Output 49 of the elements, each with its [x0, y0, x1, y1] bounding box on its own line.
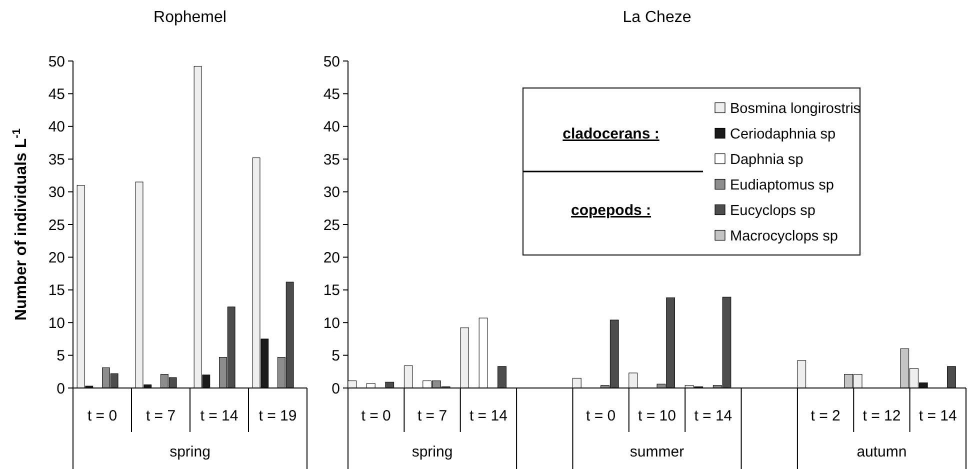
- y-tick-label: 5: [56, 348, 65, 365]
- legend-label: Eucyclops sp: [730, 202, 816, 219]
- y-tick-label: 45: [323, 86, 340, 103]
- chart-title: La Cheze: [622, 9, 692, 26]
- x-tick-label: t = 14: [200, 407, 238, 424]
- x-tick-label: t = 7: [146, 407, 176, 424]
- chart-title: Rophemel: [154, 9, 226, 26]
- legend-label: Macrocyclops sp: [730, 228, 838, 244]
- y-tick-label: 15: [48, 282, 65, 300]
- text: summer: [630, 443, 684, 460]
- y-tick-label: 30: [48, 184, 65, 202]
- x-tick-label: t = 2: [810, 407, 840, 424]
- x-tick-label: t = 14: [694, 407, 732, 424]
- legend-label: Bosmina longirostris: [730, 100, 861, 117]
- y-tick-label: 5: [332, 348, 340, 365]
- x-tick-label: t = 19: [258, 407, 297, 424]
- y-tick-label: 50: [323, 53, 340, 70]
- x-tick-label: t = 0: [586, 407, 616, 424]
- legend-label: Ceriodaphnia sp: [730, 126, 836, 142]
- y-tick-label: 0: [56, 380, 65, 398]
- x-tick-label: t = 14: [469, 407, 508, 424]
- annotation: copepods :: [570, 202, 652, 219]
- y-tick-label: 0: [332, 380, 340, 398]
- text: spring: [170, 443, 210, 460]
- x-tick-label: t = 7: [417, 407, 448, 424]
- y-tick-label: 40: [48, 118, 65, 136]
- x-tick-label: t = 10: [638, 407, 676, 424]
- legend-label: Daphnia sp: [730, 152, 804, 168]
- x-tick-label: t = 0: [361, 407, 391, 424]
- y-tick-label: 15: [323, 282, 340, 300]
- y-tick-label: 25: [323, 216, 340, 234]
- y-tick-label: 35: [48, 151, 65, 168]
- annotation: cladocerans :: [562, 126, 660, 142]
- y-tick-label: 10: [323, 314, 340, 332]
- y-tick-label: 25: [48, 216, 65, 234]
- x-tick-label: t = 14: [918, 407, 957, 424]
- y-tick-label: 20: [323, 249, 340, 266]
- x-tick-label: t = 0: [87, 407, 118, 424]
- y-tick-label: 10: [48, 314, 65, 332]
- y-tick-label: 30: [323, 184, 340, 202]
- x-tick-label: t = 12: [862, 407, 901, 424]
- legend-label: Eudiaptomus sp: [730, 177, 834, 194]
- y-tick-label: 35: [323, 151, 340, 168]
- text: autumn: [856, 443, 907, 460]
- text: spring: [412, 443, 453, 460]
- y-tick-label: 45: [48, 86, 65, 103]
- y-tick-label: 50: [48, 53, 65, 70]
- y-tick-label: 40: [323, 118, 340, 136]
- y-tick-label: 20: [48, 249, 65, 266]
